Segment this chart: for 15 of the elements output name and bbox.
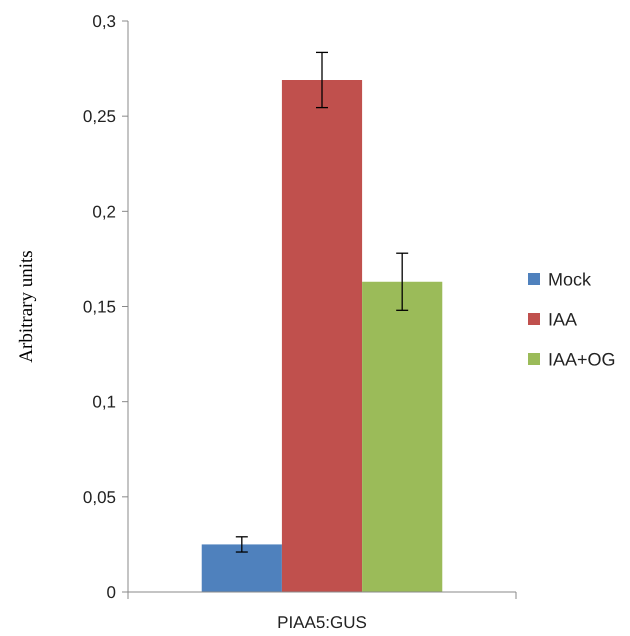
y-tick-label: 0,05: [82, 488, 116, 507]
bar: [362, 282, 442, 592]
y-tick-label: 0: [106, 582, 116, 602]
x-tick-label: PIAA5:GUS: [277, 613, 367, 632]
bar: [282, 80, 362, 592]
legend-label: IAA: [548, 309, 578, 330]
legend-label: IAA+OG: [548, 349, 616, 370]
y-tick-label: 0,2: [92, 202, 116, 222]
y-tick-label: 0,3: [92, 12, 116, 31]
y-axis-title: Arbitrary units: [16, 250, 37, 363]
legend-label: Mock: [548, 269, 592, 290]
bar: [202, 544, 282, 592]
y-tick-label: 0,25: [82, 107, 116, 126]
y-tick-label: 0,15: [82, 297, 116, 316]
y-tick-label: 0,1: [92, 392, 116, 412]
